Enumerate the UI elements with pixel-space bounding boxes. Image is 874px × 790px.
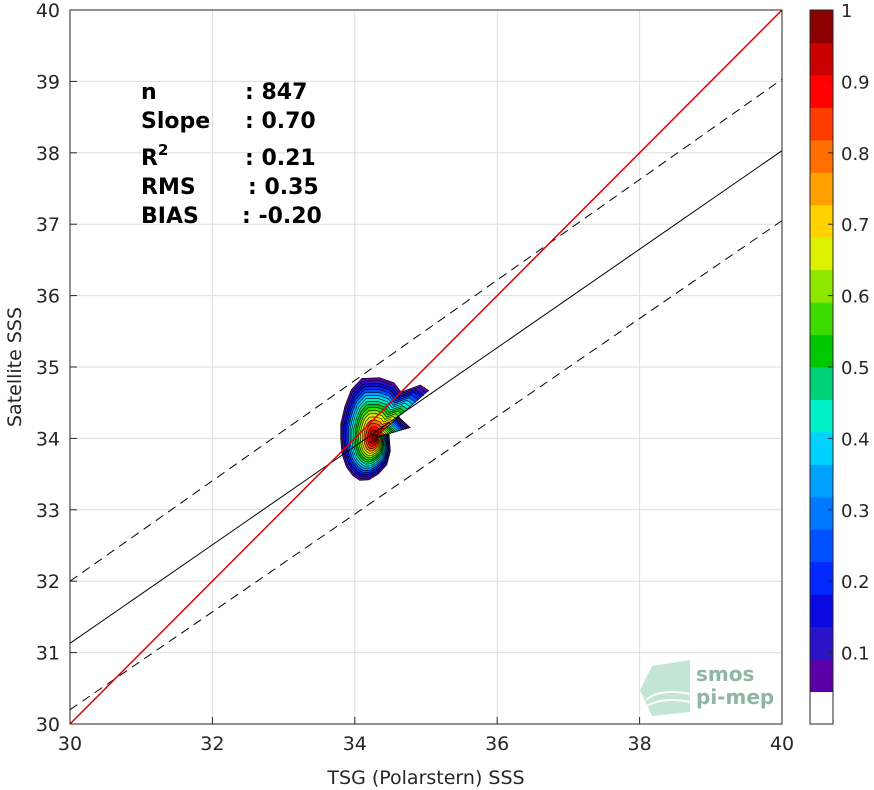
x-axis-label: TSG (Polarstern) SSS — [326, 767, 524, 789]
colorbar-tick-label: 0.9 — [841, 72, 870, 93]
colorbar-segment — [810, 594, 833, 628]
logo-line-pimep: pi-mep — [696, 685, 774, 709]
colorbar-segment — [810, 172, 833, 206]
stat-label: BIAS — [141, 204, 199, 229]
regression-line — [69, 150, 783, 644]
colorbar-segment — [810, 529, 833, 563]
colorbar-segment — [810, 367, 833, 400]
colorbar-tick-label: 0.1 — [841, 644, 870, 665]
stat-label: Slope — [141, 109, 210, 134]
colorbar-segment — [810, 659, 833, 693]
colorbar-segment — [810, 561, 833, 595]
y-tick-label: 33 — [36, 500, 60, 522]
colorbar-segment — [810, 302, 833, 336]
colorbar-segment — [810, 74, 833, 108]
x-tick-label: 36 — [485, 733, 509, 755]
colorbar-tick-label: 0.4 — [841, 429, 870, 450]
y-axis-ticks: 30 31 32 33 34 35 36 37 38 39 40 — [36, 0, 77, 736]
stat-label-text: RMS — [141, 175, 196, 200]
colorbar-segment — [810, 334, 833, 368]
stat-label-text: n — [141, 80, 157, 105]
x-tick-label: 38 — [628, 733, 652, 755]
y-tick-label: 39 — [36, 71, 60, 93]
stat-label: RMS — [141, 175, 196, 200]
confidence-lower-line — [69, 220, 783, 711]
stat-label: R2 — [141, 141, 168, 171]
y-tick-label: 37 — [36, 214, 60, 236]
colorbar-segment — [810, 204, 833, 238]
y-tick-label: 35 — [36, 357, 60, 379]
logo-line-smos: smos — [696, 662, 754, 686]
stat-value: : 0.21 — [245, 146, 316, 171]
stat-label: n — [141, 80, 157, 105]
y-tick-label: 40 — [36, 0, 60, 22]
stat-value: : 847 — [245, 80, 307, 105]
stat-superscript: 2 — [158, 141, 168, 159]
colorbar-tick-label: 0.6 — [841, 287, 870, 308]
stat-value: : -0.20 — [242, 204, 322, 229]
stat-label-text: BIAS — [141, 204, 199, 229]
confidence-upper-line — [69, 78, 783, 582]
contour-level — [371, 433, 379, 442]
x-tick-label: 30 — [58, 733, 82, 755]
y-tick-label: 34 — [36, 428, 60, 450]
y-axis-label: Satellite SSS — [4, 307, 26, 427]
x-tick-label: 32 — [200, 733, 224, 755]
colorbar-segment — [810, 237, 833, 271]
colorbar-segment — [810, 431, 833, 465]
colorbar-tick-label: 0.7 — [841, 215, 870, 236]
y-tick-label: 32 — [36, 571, 60, 593]
colorbar-tick-label: 1 — [841, 1, 852, 22]
y-tick-label: 38 — [36, 143, 60, 165]
colorbar-segment — [810, 691, 833, 725]
colorbar-segment — [810, 107, 833, 141]
colorbar-tick-label: 0.2 — [841, 572, 870, 593]
stat-label-text: Slope — [141, 109, 210, 134]
one-to-one-line — [69, 9, 783, 725]
statistics-box: n : 847 Slope : 0.70 R2 : 0.21 RMS : 0.35 BIAS : … — [141, 80, 322, 229]
colorbar-segment — [810, 399, 833, 433]
colorbar-segment — [810, 269, 833, 303]
stat-value: : 0.35 — [248, 175, 319, 200]
x-tick-label: 40 — [770, 733, 794, 755]
density-contours — [340, 377, 430, 481]
colorbar-segment — [810, 496, 833, 530]
reference-lines — [69, 9, 783, 725]
colorbar-segment — [810, 42, 833, 76]
colorbar-tick-label: 0.5 — [841, 358, 870, 379]
stat-label-text: R — [141, 146, 158, 171]
colorbar-tick-label: 0.8 — [841, 144, 870, 165]
stat-value: : 0.70 — [245, 109, 316, 134]
colorbar-segment — [810, 139, 833, 173]
grid — [69, 9, 783, 725]
y-tick-label: 36 — [36, 286, 60, 308]
smos-pimep-logo: smos pi-mep — [640, 660, 774, 716]
colorbar-segment — [810, 10, 833, 43]
y-tick-label: 31 — [36, 643, 60, 665]
colorbar: 0.1 0.2 0.3 0.4 0.5 0.6 0.7 0.8 0.9 1 — [809, 1, 870, 725]
colorbar-segment — [810, 464, 833, 498]
logo-icon — [640, 660, 691, 716]
colorbar-segment — [810, 626, 833, 660]
x-axis-ticks: 30 32 34 36 38 40 — [58, 717, 794, 755]
y-tick-label: 30 — [36, 714, 60, 736]
x-tick-label: 34 — [343, 733, 367, 755]
colorbar-tick-label: 0.3 — [841, 501, 870, 522]
